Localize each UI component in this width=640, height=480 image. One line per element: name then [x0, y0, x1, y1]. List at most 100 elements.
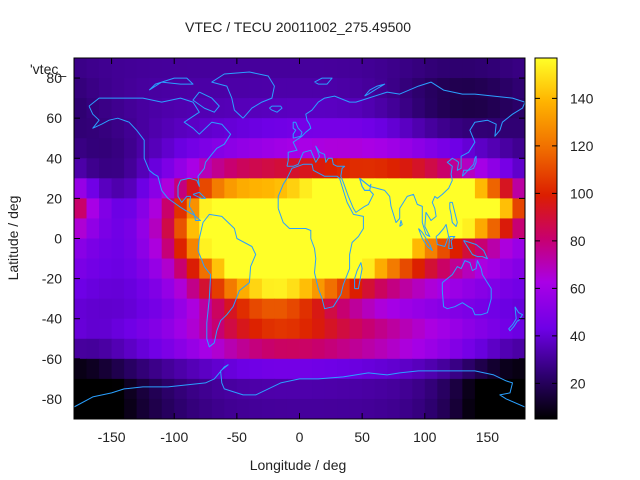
heat-cell	[249, 358, 263, 380]
heat-cell	[462, 138, 476, 159]
heat-cell	[136, 218, 150, 240]
heat-cell	[474, 118, 489, 139]
heat-cell	[199, 238, 213, 260]
x-tick-label: 0	[296, 429, 304, 445]
vtec-heatmap-cells	[74, 58, 525, 419]
heat-cell	[236, 278, 250, 300]
heat-cell	[299, 98, 313, 119]
heat-cell	[99, 318, 113, 340]
heat-cell	[399, 138, 413, 159]
heat-cell	[211, 278, 225, 300]
heat-cell	[412, 338, 426, 360]
heat-cell	[186, 178, 200, 199]
heat-cell	[136, 78, 150, 99]
heat-cell	[249, 158, 263, 179]
heat-cell	[437, 178, 451, 199]
heat-cell	[387, 178, 401, 199]
heat-cell	[499, 178, 514, 199]
heat-cell	[449, 58, 463, 79]
heat-cell	[399, 378, 413, 400]
heat-cell	[124, 258, 138, 280]
heat-cell	[399, 98, 413, 119]
heat-cell	[349, 298, 363, 320]
heat-cell	[437, 278, 451, 300]
heat-cell	[449, 398, 463, 419]
heat-cell	[124, 278, 138, 300]
heat-cell	[161, 98, 175, 119]
heat-cell	[374, 358, 388, 380]
heat-cell	[299, 258, 313, 280]
heat-cell	[136, 338, 150, 360]
heat-cell	[136, 318, 150, 340]
heat-cell	[437, 98, 451, 119]
heat-cell	[474, 318, 489, 340]
y-tick-label: -80	[42, 391, 62, 407]
heat-cell	[437, 118, 451, 139]
heat-cell	[499, 138, 514, 159]
heat-cell	[236, 318, 250, 340]
heat-cell	[399, 178, 413, 199]
heat-cell	[412, 358, 426, 380]
heat-cell	[286, 258, 301, 280]
heat-cell	[312, 298, 326, 320]
heat-cell	[174, 298, 188, 320]
heat-cell	[499, 118, 514, 139]
coastline-iceland	[269, 105, 283, 113]
heat-cell	[449, 138, 463, 159]
heat-cell	[362, 398, 376, 419]
heat-cell	[437, 198, 451, 220]
heat-cell	[362, 218, 376, 240]
heat-cell	[249, 218, 263, 240]
heat-cell	[324, 58, 338, 79]
heat-cell	[111, 98, 125, 119]
heat-cell	[487, 338, 501, 360]
heat-cell	[224, 178, 238, 199]
heat-cell	[362, 158, 376, 179]
heat-cell	[274, 218, 288, 240]
heat-cell	[299, 298, 313, 320]
heat-cell	[512, 78, 525, 99]
heat-cell	[387, 258, 401, 280]
coastline-australia	[441, 260, 492, 316]
heat-cell	[99, 378, 113, 400]
colorbar-tick-label: 120	[570, 138, 594, 154]
heat-cell	[299, 398, 313, 419]
heat-cell	[74, 238, 88, 260]
heat-cell	[99, 118, 113, 139]
heat-cell	[349, 58, 363, 79]
heat-cell	[487, 278, 501, 300]
heat-cell	[474, 78, 489, 99]
heat-cell	[286, 198, 301, 220]
heat-cell	[512, 198, 525, 220]
heat-cell	[124, 58, 138, 79]
heat-cell	[324, 398, 338, 419]
colorbar-tick-label: 140	[570, 90, 594, 106]
heat-cell	[74, 178, 88, 199]
heat-cell	[312, 178, 326, 199]
heat-cell	[136, 258, 150, 280]
heat-cell	[286, 78, 301, 99]
heat-cell	[236, 58, 250, 79]
heat-cell	[149, 98, 163, 119]
heat-cell	[324, 278, 338, 300]
heat-cell	[387, 158, 401, 179]
heat-cell	[149, 358, 163, 380]
colorbar-tick-label: 100	[570, 185, 594, 201]
heat-cell	[249, 398, 263, 419]
heat-cell	[111, 58, 125, 79]
heat-cell	[124, 378, 138, 400]
heat-cell	[111, 198, 125, 220]
heat-cell	[274, 298, 288, 320]
colorbar-tick-label: 20	[570, 375, 586, 391]
heat-cell	[161, 298, 175, 320]
heat-cell	[487, 258, 501, 280]
heat-cell	[299, 338, 313, 360]
heat-cell	[462, 58, 476, 79]
heat-cell	[261, 238, 276, 260]
heat-cell	[161, 398, 175, 419]
heat-cell	[74, 258, 88, 280]
heat-cell	[337, 358, 351, 380]
heat-cell	[236, 158, 250, 179]
x-axis-ticks: -150 -100 -50 0 50 100 150	[98, 58, 499, 445]
heat-cell	[124, 238, 138, 260]
